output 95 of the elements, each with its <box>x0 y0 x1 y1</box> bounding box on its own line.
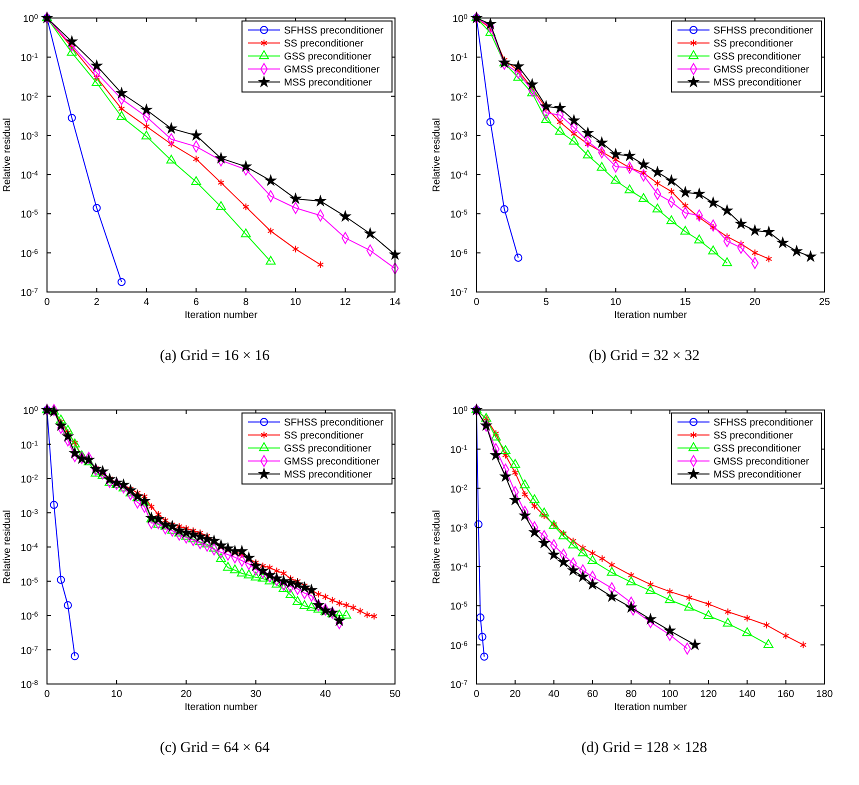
y-tick-label: 10$^{-5}$ <box>20 209 38 221</box>
y-axis-title: Relative residual <box>2 510 13 584</box>
y-tick-label: 10$^{-5}$ <box>450 209 468 221</box>
x-tick-label: 12 <box>340 297 352 308</box>
legend-label: GSS preconditioner <box>714 52 802 62</box>
y-tick-label: 10$^{-3}$ <box>20 508 38 520</box>
legend-label: GMSS preconditioner <box>714 64 810 76</box>
y-tick-label: 10$^{-4}$ <box>20 542 38 554</box>
x-tick-label: 8 <box>243 297 250 308</box>
legend-label: SFHSS preconditioner <box>284 418 384 428</box>
legend-label: MSS preconditioner <box>714 470 802 480</box>
x-tick-label: 50 <box>389 689 401 700</box>
y-axis-title: Relative residual <box>432 510 442 584</box>
legend-label: GMSS preconditioner <box>714 456 810 468</box>
legend-label: SS preconditioner <box>714 38 794 50</box>
text: (b) Grid = 32 × 32 <box>588 348 700 364</box>
legend-label: GMSS preconditioner <box>284 64 380 76</box>
y-tick-label: 10$^{-6}$ <box>450 248 468 260</box>
x-tick-label: 40 <box>320 689 332 700</box>
y-tick-label: 10$^{-3}$ <box>450 522 468 534</box>
legend-label: GSS preconditioner <box>284 52 372 62</box>
x-tick-label: 100 <box>661 689 679 700</box>
y-tick-label: 10$^{0}$ <box>452 14 468 25</box>
x-tick-label: 140 <box>738 689 756 700</box>
y-tick-label: 10$^{0}$ <box>22 14 38 25</box>
x-tick-label: 0 <box>44 689 50 700</box>
y-tick-label: 10$^{-4}$ <box>450 562 468 574</box>
legend-label: SFHSS preconditioner <box>714 26 814 36</box>
y-tick-label: 10$^{-7}$ <box>20 645 38 657</box>
y-tick-label: 10$^{0}$ <box>22 406 38 417</box>
legend-label: MSS preconditioner <box>284 470 372 480</box>
x-tick-label: 160 <box>777 689 795 700</box>
x-tick-label: 6 <box>193 297 200 308</box>
y-tick-label: 10$^{-2}$ <box>20 92 38 104</box>
x-axis-title: Iteration number <box>614 310 688 321</box>
x-tick-label: 2 <box>94 297 100 308</box>
x-tick-label: 4 <box>144 297 150 308</box>
y-tick-label: 10$^{-7}$ <box>450 680 468 691</box>
x-tick-label: 60 <box>586 689 598 700</box>
x-tick-label: 180 <box>816 689 834 700</box>
x-tick-label: 20 <box>510 689 522 700</box>
x-tick-label: 30 <box>250 689 262 700</box>
y-tick-label: 10$^{-2}$ <box>20 474 38 486</box>
legend-label: SS preconditioner <box>284 430 364 442</box>
legend-label: GSS preconditioner <box>714 444 802 454</box>
legend-label: SFHSS preconditioner <box>284 26 384 36</box>
y-tick-label: 10$^{-6}$ <box>20 611 38 622</box>
y-tick-label: 10$^{-5}$ <box>20 576 38 588</box>
x-tick-label: 25 <box>818 297 830 308</box>
legend-label: SFHSS preconditioner <box>714 418 814 428</box>
x-tick-label: 0 <box>44 297 50 308</box>
legend-label: SS preconditioner <box>284 38 364 50</box>
x-tick-label: 15 <box>680 297 692 308</box>
y-tick-label: 10$^{-4}$ <box>450 170 468 182</box>
y-tick-label: 10$^{0}$ <box>452 406 468 417</box>
x-tick-label: 10 <box>290 297 302 308</box>
x-axis-title: Iteration number <box>184 702 258 713</box>
y-tick-label: 10$^{-4}$ <box>20 170 38 182</box>
text: (a) Grid = 16 × 16 <box>160 348 270 364</box>
y-axis-title: Relative residual <box>432 118 442 192</box>
x-tick-label: 20 <box>180 689 192 700</box>
legend-label: GSS preconditioner <box>284 444 372 454</box>
x-tick-label: 40 <box>548 689 560 700</box>
x-axis-title: Iteration number <box>184 310 258 321</box>
x-tick-label: 0 <box>474 297 480 308</box>
y-tick-label: 10$^{-5}$ <box>450 601 468 613</box>
y-tick-label: 10$^{-3}$ <box>450 130 468 142</box>
y-axis-title: Relative residual <box>2 118 13 192</box>
y-tick-label: 10$^{-1}$ <box>20 440 38 452</box>
y-tick-label: 10$^{-8}$ <box>20 680 38 691</box>
x-tick-label: 120 <box>700 689 718 700</box>
text: (c) Grid = 64 × 64 <box>160 740 270 756</box>
y-tick-label: 10$^{-3}$ <box>20 130 38 142</box>
y-tick-label: 10$^{-2}$ <box>450 484 468 496</box>
legend-label: MSS preconditioner <box>714 78 802 88</box>
y-tick-label: 10$^{-1}$ <box>450 52 468 64</box>
text: (d) Grid = 128 × 128 <box>581 740 708 756</box>
x-tick-label: 14 <box>389 297 401 308</box>
y-tick-label: 10$^{-2}$ <box>450 92 468 104</box>
y-tick-label: 10$^{-7}$ <box>450 288 468 299</box>
x-tick-label: 5 <box>543 297 550 308</box>
y-tick-label: 10$^{-7}$ <box>20 288 38 299</box>
x-axis-title: Iteration number <box>614 702 688 713</box>
x-tick-label: 20 <box>749 297 761 308</box>
x-tick-label: 10 <box>610 297 622 308</box>
legend-label: SS preconditioner <box>714 430 794 442</box>
y-tick-label: 10$^{-6}$ <box>20 248 38 260</box>
legend-label: GMSS preconditioner <box>284 456 380 468</box>
legend-label: MSS preconditioner <box>284 78 372 88</box>
y-tick-label: 10$^{-6}$ <box>450 640 468 652</box>
x-tick-label: 10 <box>111 689 123 700</box>
x-tick-label: 80 <box>626 689 638 700</box>
y-tick-label: 10$^{-1}$ <box>20 52 38 64</box>
y-tick-label: 10$^{-1}$ <box>450 444 468 456</box>
x-tick-label: 0 <box>474 689 480 700</box>
